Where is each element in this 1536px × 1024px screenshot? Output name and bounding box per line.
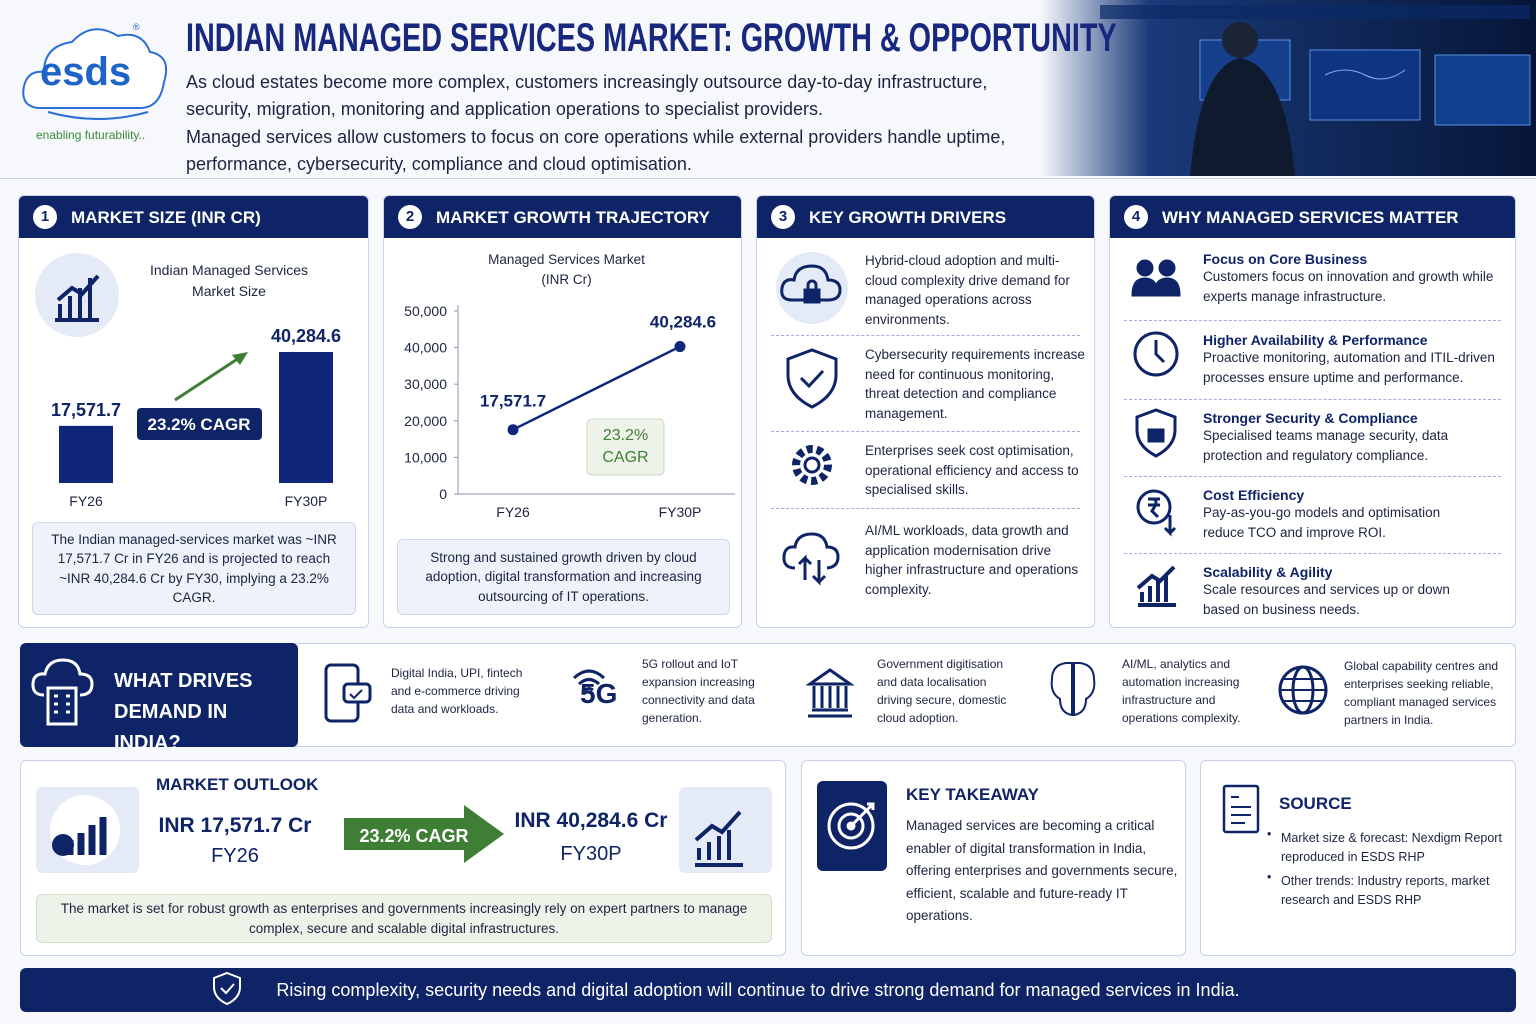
chart-title: Managed Services Market (INR Cr) — [488, 252, 645, 287]
bar — [279, 352, 333, 483]
point — [507, 424, 519, 436]
panel-note: The Indian managed-services market was ~… — [32, 522, 356, 615]
benefit-text: Proactive monitoring, automation and ITI… — [1203, 350, 1495, 385]
panel-title: KEY GROWTH DRIVERS — [809, 208, 1007, 227]
benefit-title: Focus on Core Business — [1203, 251, 1368, 267]
outlook-title: MARKET OUTLOOK — [156, 775, 319, 794]
demand-item: AI/ML, analytics and automation increasi… — [1122, 657, 1241, 725]
y-tick-label: 50,000 — [404, 303, 447, 319]
source-title: SOURCE — [1279, 794, 1352, 813]
logo-tagline: enabling futurability.. — [36, 128, 146, 142]
takeaway-panel: KEY TAKEAWAY Managed services are becomi… — [801, 760, 1186, 956]
outlook-panel: MARKET OUTLOOK INR 17,571.7 Cr FY26 23.2… — [20, 760, 786, 956]
benefit-title: Scalability & Agility — [1203, 564, 1333, 580]
y-tick-label: 30,000 — [404, 376, 447, 392]
footer-bar — [20, 968, 1516, 1012]
y-tick-label: 0 — [439, 486, 447, 502]
outlook-note: The market is set for robust growth as e… — [36, 894, 772, 943]
header-photo — [1040, 0, 1536, 176]
takeaway-title: KEY TAKEAWAY — [906, 785, 1039, 804]
demand-title: WHAT DRIVES DEMAND IN INDIA? — [114, 670, 253, 754]
value-label: 40,284.6 — [271, 326, 341, 346]
intro: As cloud estates become more complex, cu… — [186, 72, 988, 119]
source-item: Market size & forecast: Nexdigm Report r… — [1281, 831, 1502, 864]
logo-registered: ® — [133, 22, 140, 32]
why-panel: 4 WHY MANAGED SERVICES MATTER Focus on Co… — [1109, 195, 1516, 628]
benefit-title: Stronger Security & Compliance — [1203, 410, 1418, 426]
benefit-title: Cost Efficiency — [1203, 487, 1305, 503]
x-tick-label: FY30P — [659, 504, 702, 520]
separator — [1124, 476, 1501, 477]
benefit-text: Pay-as-you-go models and optimisation re… — [1203, 505, 1441, 540]
line — [512, 345, 681, 431]
panel-header: 2 MARKET GROWTH TRAJECTORY — [384, 196, 741, 238]
benefit-text: Customers focus on innovation and growth… — [1203, 269, 1494, 304]
cagr-arrow — [344, 805, 504, 863]
bar — [59, 425, 113, 483]
separator — [1124, 399, 1501, 400]
footer-text: Rising complexity, security needs and di… — [276, 980, 1240, 1000]
y-tick-label: 40,000 — [404, 340, 447, 356]
x-tick-label: FY26 — [496, 504, 530, 520]
demand-item: Digital India, UPI, fintech and e-commer… — [391, 666, 523, 716]
separator — [771, 431, 1080, 432]
value-label: 17,571.7 — [51, 400, 121, 420]
start-label: FY26 — [211, 845, 259, 867]
panel-number: 2 — [398, 205, 422, 229]
benefit-text: Specialised teams manage security, data … — [1203, 428, 1449, 463]
end-value: INR 40,284.6 Cr — [514, 809, 668, 832]
logo-brand: esds — [40, 50, 132, 94]
x-tick-label: FY30P — [285, 493, 328, 509]
cagr-annotation: 23.2% CAGR — [148, 415, 251, 434]
y-tick-label: 20,000 — [404, 413, 447, 429]
driver-text: Enterprises seek cost optimisation, oper… — [865, 443, 1079, 497]
intro: Managed services allow customers to focu… — [186, 127, 1006, 174]
driver-text: Hybrid-cloud adoption and multi-cloud co… — [865, 253, 1070, 327]
demand-item: 5G rollout and IoT expansion increasing … — [642, 657, 755, 725]
value-label: 40,284.6 — [650, 313, 716, 332]
logo-cloud — [22, 28, 168, 120]
start-value: INR 17,571.7 Cr — [158, 814, 312, 837]
panel-header: 1 MARKET SIZE (INR CR) — [19, 196, 368, 238]
demand-item: Government digitisation and data localis… — [877, 657, 1007, 725]
panel-number: 3 — [771, 205, 795, 229]
cagr-label: 23.2% CAGR — [359, 826, 469, 846]
source-panel: SOURCE • Market size & forecast: Nexdigm… — [1200, 760, 1516, 956]
divider — [0, 178, 1536, 179]
panel-title: MARKET SIZE (INR CR) — [71, 208, 261, 227]
y-tick-label: 10,000 — [404, 449, 447, 465]
source-item: Other trends: Industry reports, market r… — [1281, 874, 1490, 907]
page-title: INDIAN MANAGED SERVICES MARKET: GROWTH &… — [186, 16, 1117, 60]
demand-item: Global capability centres and enterprise… — [1344, 659, 1499, 727]
benefit-text: Scale resources and services up or down … — [1203, 582, 1450, 617]
cagr-annotation: 23.2% CAGR — [602, 427, 649, 466]
driver-text: AI/ML workloads, data growth and applica… — [865, 523, 1079, 597]
point — [674, 341, 686, 353]
x-tick-label: FY26 — [69, 493, 103, 509]
separator — [1124, 320, 1501, 321]
growth-panel: 2 MARKET GROWTH TRAJECTORY Managed Servic… — [383, 195, 742, 628]
panel-number: 1 — [33, 205, 57, 229]
separator — [1124, 553, 1501, 554]
cagr-annotation-box: 23.2% CAGR — [602, 427, 649, 466]
takeaway-text: Managed services are becoming a critical… — [906, 818, 1178, 923]
end-label: FY30P — [560, 843, 622, 865]
panel-title: WHY MANAGED SERVICES MATTER — [1162, 208, 1459, 227]
drivers-panel: 3 KEY GROWTH DRIVERS Hybrid-cloud adoptio… — [756, 195, 1095, 628]
separator — [771, 508, 1080, 509]
driver-text: Cybersecurity requirements increase need… — [865, 347, 1085, 421]
panel-header: 4 WHY MANAGED SERVICES MATTER — [1110, 196, 1515, 238]
panel-title: MARKET GROWTH TRAJECTORY — [436, 208, 710, 227]
separator — [771, 335, 1080, 336]
panel-note: Strong and sustained growth driven by cl… — [397, 539, 730, 615]
benefit-title: Higher Availability & Performance — [1203, 332, 1428, 348]
value-label: 17,571.7 — [480, 392, 546, 411]
chart-title: Indian Managed Services Market Size — [150, 262, 308, 299]
panel-header: 3 KEY GROWTH DRIVERS — [757, 196, 1094, 238]
panel-number: 4 — [1124, 205, 1148, 229]
